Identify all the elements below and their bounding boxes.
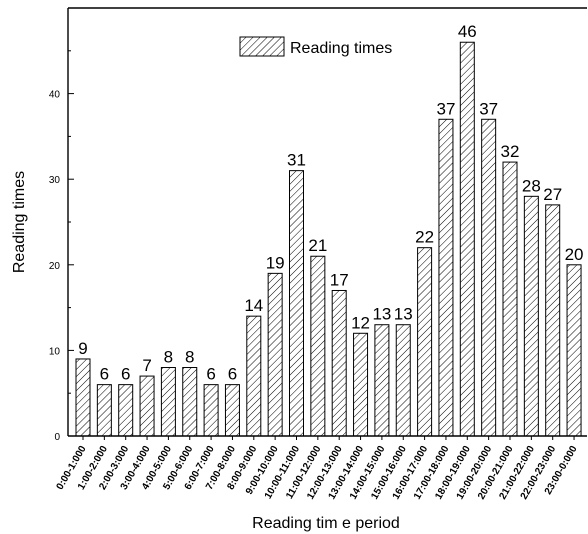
bar-4:00-5:000 (160, 367, 176, 437)
legend-label: Reading times (290, 40, 392, 57)
data-label: 27 (543, 185, 562, 204)
bar-20:00-21:000 (502, 161, 518, 437)
data-label: 6 (228, 365, 237, 384)
bars-layer (75, 41, 582, 437)
data-label: 20 (565, 245, 584, 264)
data-label: 8 (164, 348, 173, 367)
bar-14:00-15:000 (374, 324, 390, 437)
data-label: 19 (266, 253, 285, 272)
data-label: 21 (308, 236, 327, 255)
y-axis-title: Reading times (11, 171, 28, 273)
bar-19:00-20:000 (481, 118, 497, 437)
bar-5:00-6:000 (182, 367, 198, 437)
bar-8:00-9:000 (246, 315, 262, 437)
bar-0:00-1:000 (75, 358, 91, 437)
data-label: 28 (522, 176, 541, 195)
bar-10:00-11:000 (289, 170, 304, 437)
data-label: 6 (121, 365, 130, 384)
bar-3:00-4:000 (139, 375, 155, 437)
legend: Reading times (239, 36, 392, 57)
bar-1:00-2:000 (96, 384, 112, 437)
data-label: 6 (100, 365, 109, 384)
bar-7:00-8:000 (224, 384, 240, 437)
bar-11:00-12:000 (310, 255, 326, 437)
data-label: 13 (372, 305, 391, 324)
data-label: 22 (415, 228, 434, 247)
y-tick-label: 0 (54, 432, 60, 443)
bar-16:00-17:000 (417, 247, 433, 437)
x-axis-ticks: 0:00-1:0001:00-2:0002:00-3:0003:00-4:000… (55, 436, 580, 502)
data-label: 7 (142, 356, 151, 375)
y-tick-label: 20 (49, 261, 61, 272)
y-tick-label: 10 (49, 346, 61, 357)
x-axis-title: Reading tim e period (252, 515, 400, 532)
data-label: 37 (479, 99, 498, 118)
data-label: 8 (185, 348, 194, 367)
data-label: 46 (458, 22, 477, 41)
bar-18:00-19:000 (459, 41, 475, 437)
data-label: 12 (351, 313, 370, 332)
data-label: 13 (394, 305, 413, 324)
bar-15:00-16:000 (395, 324, 411, 437)
bar-12:00-13:000 (331, 289, 347, 437)
data-label: 37 (436, 99, 455, 118)
bar-21:00-22:000 (523, 195, 539, 437)
bar-17:00-18:000 (438, 118, 454, 437)
data-label: 14 (244, 296, 263, 315)
data-label: 32 (501, 142, 520, 161)
bar-6:00-7:000 (203, 384, 219, 437)
bar-22:00-23:000 (545, 204, 561, 437)
bar-2:00-3:000 (118, 384, 134, 437)
bar-9:00-10:000 (267, 272, 283, 437)
y-axis-ticks: 0 10 20 30 40 (49, 50, 74, 443)
bar-23:00-0:000 (566, 264, 582, 437)
data-label: 31 (287, 151, 306, 170)
bar-13:00-14:000 (353, 332, 369, 437)
legend-swatch (239, 36, 285, 57)
y-tick-label: 40 (49, 90, 61, 101)
data-label: 17 (330, 270, 349, 289)
y-tick-label: 30 (49, 175, 61, 186)
data-label: 9 (78, 339, 87, 358)
data-label: 6 (206, 365, 215, 384)
